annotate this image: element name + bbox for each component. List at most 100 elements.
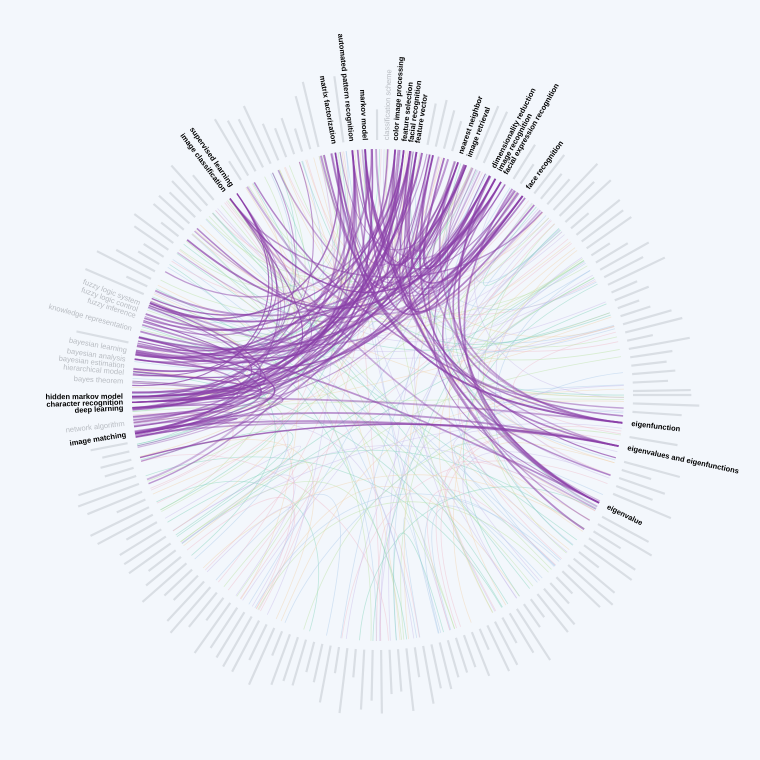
- edge: [452, 178, 624, 417]
- edge: [240, 183, 299, 600]
- edge: [133, 371, 503, 608]
- label-placeholder: [193, 602, 232, 654]
- node-label: markov model: [358, 89, 370, 140]
- node-label: hidden markov model: [45, 392, 123, 402]
- edge: [152, 444, 293, 546]
- label-placeholder: [536, 593, 569, 633]
- edge: [494, 270, 591, 546]
- label-placeholder: [90, 442, 128, 452]
- label-placeholder: [141, 562, 188, 603]
- label-placeholder: [388, 649, 393, 695]
- label-placeholder: [282, 636, 299, 682]
- edge: [463, 215, 616, 353]
- label-placeholder: [170, 164, 209, 207]
- edge: [141, 323, 600, 504]
- label-placeholder: [611, 280, 638, 294]
- label-placeholder: [215, 611, 246, 659]
- label-placeholder: [237, 118, 265, 168]
- edge: [181, 423, 622, 544]
- node-label: bayes theorem: [74, 374, 124, 386]
- edge: [301, 160, 611, 345]
- edge: [134, 301, 262, 371]
- label-placeholder: [102, 450, 130, 459]
- edge: [477, 261, 610, 479]
- node-label: deep learning: [74, 403, 124, 415]
- edge: [206, 506, 295, 607]
- label-placeholder: [228, 160, 242, 181]
- edge: [215, 493, 341, 636]
- label-placeholder: [77, 482, 140, 508]
- node-label: eigenvalue: [605, 502, 644, 527]
- label-placeholder: [508, 612, 535, 654]
- edge: [148, 304, 534, 587]
- label-placeholder: [515, 608, 552, 661]
- label-placeholder: [78, 474, 137, 497]
- edge: [137, 169, 478, 447]
- edge: [191, 233, 619, 352]
- label-placeholder: [145, 556, 182, 587]
- label-placeholder: [621, 468, 652, 481]
- edge: [340, 187, 511, 639]
- edge: [242, 229, 561, 601]
- label-placeholder: [294, 95, 312, 150]
- edge: [463, 283, 598, 597]
- label-placeholder: [454, 637, 469, 673]
- edge: [438, 247, 576, 613]
- edge: [172, 259, 538, 583]
- label-placeholder: [318, 645, 332, 703]
- label-placeholder: [543, 587, 576, 626]
- label-placeholder: [629, 436, 678, 447]
- edge: [141, 454, 389, 641]
- edge: [132, 149, 373, 409]
- label-placeholder: [213, 118, 250, 177]
- edge: [229, 184, 506, 294]
- edge: [277, 169, 619, 447]
- label-placeholder: [512, 144, 536, 180]
- label-placeholder: [270, 633, 291, 686]
- edge: [141, 326, 276, 556]
- edge: [284, 167, 571, 327]
- edge: [408, 151, 526, 284]
- edge: [145, 456, 503, 608]
- edge: [202, 474, 585, 569]
- label-placeholder: [293, 128, 304, 152]
- label-placeholder: [222, 615, 253, 668]
- label-placeholder: [380, 649, 383, 714]
- label-placeholder: [632, 410, 682, 417]
- edge: [132, 370, 262, 404]
- edge: [483, 206, 561, 286]
- label-placeholder: [595, 242, 629, 264]
- label-placeholder: [632, 402, 700, 407]
- edge: [132, 192, 520, 398]
- label-placeholder: [192, 174, 215, 201]
- label-placeholder: [128, 542, 172, 575]
- edge: [466, 316, 615, 368]
- edge: [318, 156, 618, 348]
- label-placeholder: [632, 369, 676, 376]
- edge: [512, 331, 621, 435]
- edge: [180, 462, 313, 597]
- label-placeholder: [90, 506, 150, 537]
- edge: [378, 202, 533, 641]
- label-placeholder: [614, 285, 650, 302]
- edge: [359, 486, 596, 641]
- edge: [200, 150, 359, 305]
- label-placeholder: [133, 213, 174, 244]
- edge: [493, 442, 615, 532]
- edge: [151, 150, 405, 316]
- label-placeholder: [430, 644, 442, 689]
- label-placeholder: [561, 570, 601, 608]
- edge: [288, 165, 620, 361]
- edge: [133, 181, 502, 424]
- edge: [176, 260, 585, 537]
- node-label: character recognition: [46, 398, 123, 409]
- edge: [186, 497, 296, 611]
- edge: [227, 477, 319, 600]
- label-placeholder: [588, 537, 636, 571]
- label-placeholder: [599, 241, 650, 271]
- edge: [183, 243, 610, 351]
- edge: [149, 181, 502, 323]
- edge: [245, 187, 401, 641]
- label-placeholder: [607, 256, 666, 286]
- edge: [435, 164, 555, 567]
